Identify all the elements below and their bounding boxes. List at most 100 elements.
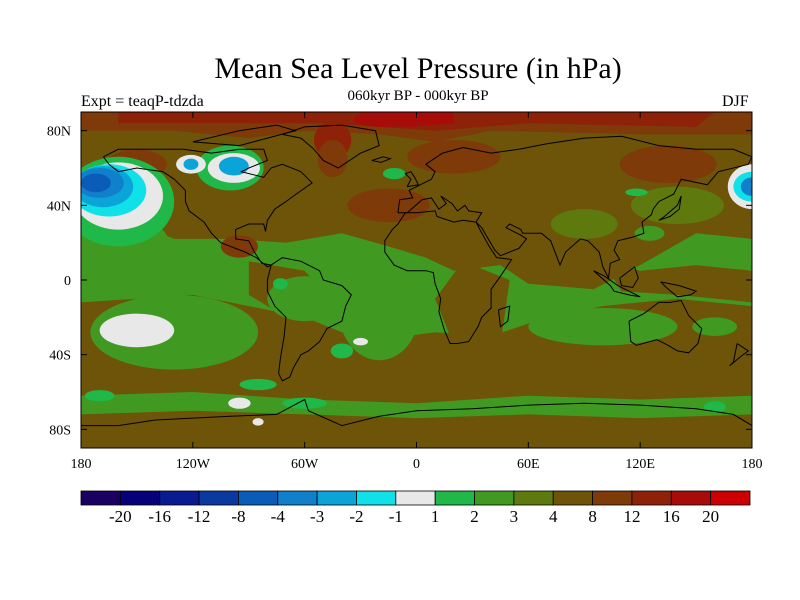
season-label: DJF bbox=[722, 93, 749, 110]
colorbar-label: 1 bbox=[431, 507, 440, 526]
field-amazon bbox=[267, 276, 342, 322]
colorbar-swatch bbox=[474, 490, 515, 506]
coastline-borneo bbox=[619, 266, 639, 289]
experiment-label: Expt = teaqP-tdzda bbox=[81, 93, 204, 110]
colorbar-swatch bbox=[238, 490, 279, 506]
coastline-canadian-arctic bbox=[192, 124, 298, 147]
colorbar-label: 4 bbox=[549, 507, 558, 526]
colorbar-swatch bbox=[513, 490, 554, 506]
field-scandinavia bbox=[407, 140, 501, 174]
coastline-south-america bbox=[266, 257, 352, 382]
field-amundsen-low bbox=[228, 397, 251, 409]
field-np-minus8 bbox=[81, 173, 111, 193]
field-drake-light bbox=[239, 378, 277, 391]
pressure-field bbox=[81, 112, 752, 448]
field-atlantic-high bbox=[347, 188, 430, 223]
field-kamchatka-minus4 bbox=[740, 177, 752, 196]
coastline-north-america bbox=[102, 148, 313, 268]
y-tick-label: 80N bbox=[47, 125, 71, 140]
coastline-new-zealand bbox=[729, 343, 750, 367]
colorbar-label: -1 bbox=[389, 507, 403, 526]
colorbar-label: -2 bbox=[349, 507, 363, 526]
colorbar-swatch bbox=[395, 490, 436, 506]
y-tick-label: 0 bbox=[64, 274, 71, 289]
x-tick-label: 60W bbox=[291, 457, 319, 472]
coastline-new-guinea bbox=[660, 281, 698, 298]
colorbar-label: -3 bbox=[310, 507, 324, 526]
colorbar-swatch bbox=[277, 490, 318, 506]
field-ross-light bbox=[84, 390, 115, 402]
colorbar-swatch bbox=[670, 490, 712, 506]
colorbar-label: 20 bbox=[702, 507, 719, 526]
coastline-greenland bbox=[282, 124, 380, 169]
colorbar-label: -20 bbox=[109, 507, 132, 526]
colorbar-swatch bbox=[592, 490, 633, 506]
x-tick-label: 180 bbox=[71, 457, 92, 472]
map-subtitle: 060kyr BP - 000kyr BP bbox=[347, 88, 489, 104]
field-atlantic bbox=[338, 255, 421, 361]
colorbar-swatch bbox=[552, 490, 593, 506]
field-mongolia bbox=[625, 188, 648, 196]
coastline-madagascar bbox=[498, 305, 511, 328]
field-south-atlantic bbox=[330, 343, 354, 359]
colorbar-label: -12 bbox=[188, 507, 211, 526]
x-tick-label: 120E bbox=[625, 457, 655, 472]
field-south-pacific bbox=[90, 294, 259, 370]
x-tick-label: 60E bbox=[517, 457, 540, 472]
coastline-iceland bbox=[371, 156, 393, 163]
y-tick-label: 40N bbox=[47, 199, 71, 214]
colorbar-swatch bbox=[119, 490, 161, 506]
colorbar-swatch bbox=[159, 490, 200, 506]
field-hudson-minus3 bbox=[218, 156, 249, 176]
field-ross-green bbox=[703, 401, 726, 413]
colorbar-label: 2 bbox=[470, 507, 479, 526]
coastline-japan bbox=[658, 195, 682, 221]
x-tick-label: 180 bbox=[742, 457, 763, 472]
y-tick-label: 80S bbox=[49, 423, 71, 438]
colorbar-swatch bbox=[80, 490, 121, 506]
y-tick-label: 40S bbox=[49, 349, 71, 364]
field-south-pacific-low bbox=[99, 313, 175, 348]
colorbar-label: -16 bbox=[148, 507, 171, 526]
coastlines bbox=[81, 124, 752, 427]
x-tick-label: 120W bbox=[176, 457, 211, 472]
colorbar-label: 12 bbox=[623, 507, 640, 526]
colorbar-swatch bbox=[316, 490, 357, 506]
field-west-pacific bbox=[602, 261, 752, 303]
field-southern-belt bbox=[81, 392, 752, 419]
field-siberia bbox=[619, 145, 717, 183]
field-canada-minus3 bbox=[183, 158, 199, 170]
colorbar-swatch bbox=[434, 490, 475, 506]
coastline-eurasia bbox=[397, 135, 752, 280]
field-gulf bbox=[220, 235, 259, 258]
field-north-atlantic-green bbox=[382, 168, 406, 180]
map-title: Mean Sea Level Pressure (in hPa) bbox=[214, 52, 622, 85]
coastline-antarctica bbox=[81, 398, 752, 427]
coastline-indonesia bbox=[593, 270, 641, 298]
field-antarctic-low bbox=[252, 418, 264, 426]
colorbar-swatch bbox=[710, 490, 751, 506]
field-greenland-south bbox=[317, 140, 348, 178]
colorbar-label: 16 bbox=[663, 507, 680, 526]
field-philippines bbox=[675, 242, 698, 251]
field-antarctica bbox=[81, 421, 752, 448]
colorbar-label: -8 bbox=[231, 507, 245, 526]
colorbar-swatch bbox=[631, 490, 672, 506]
field-east-china-sea bbox=[634, 225, 665, 241]
field-andes bbox=[272, 278, 288, 290]
colorbar-swatch bbox=[198, 490, 239, 506]
colorbar-label: 8 bbox=[588, 507, 597, 526]
coastline-uk bbox=[404, 171, 420, 188]
axis-ticks: 180 120W 60W 0 60E 120E 180 80N 40N 0 40S 80S bbox=[47, 112, 763, 472]
colorbar-swatch bbox=[356, 490, 397, 506]
field-arctic-core bbox=[353, 112, 413, 127]
colorbar-label: -4 bbox=[271, 507, 286, 526]
field-indian-ocean bbox=[528, 308, 678, 346]
field-south-atlantic-low bbox=[353, 337, 369, 346]
colorbar-label: 3 bbox=[510, 507, 519, 526]
field-tasman bbox=[692, 317, 738, 336]
coastline-australia bbox=[628, 299, 703, 354]
x-tick-label: 0 bbox=[413, 457, 420, 472]
coastline-africa bbox=[384, 210, 513, 344]
